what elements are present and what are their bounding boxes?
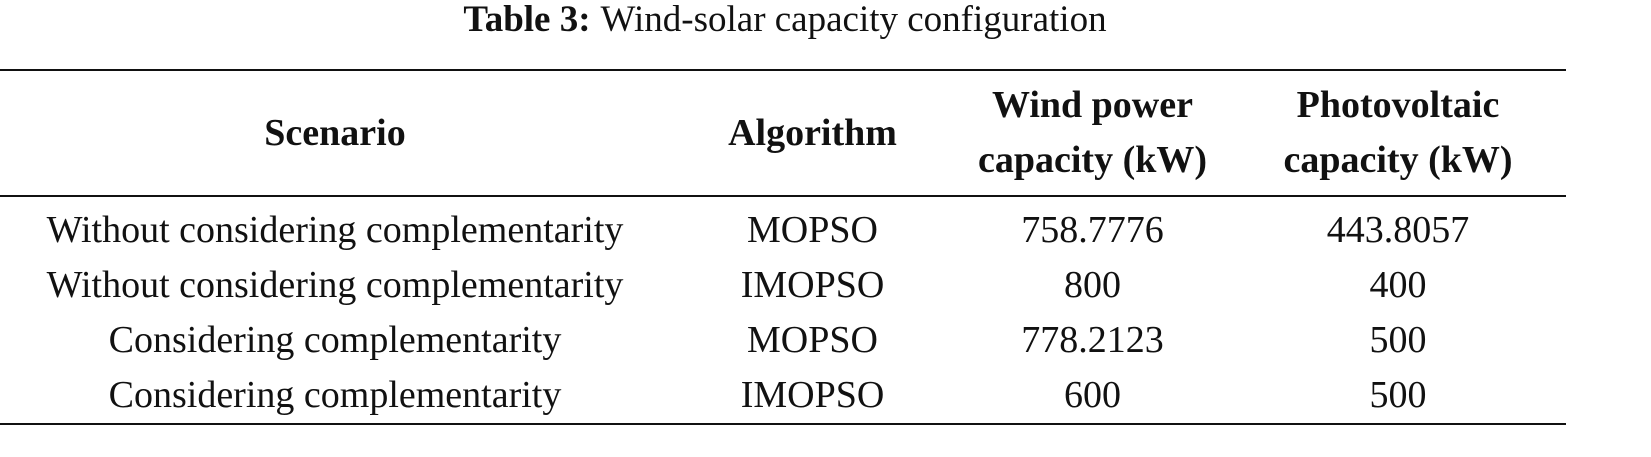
header-cell: Algorithm [670, 70, 955, 196]
table-cell: 778.2123 [1021, 319, 1164, 361]
table-cell: Considering complementarity [108, 374, 562, 416]
table-row: Considering complementarity IMOPSO 600 500 [0, 368, 1566, 424]
header-text: Algorithm [728, 111, 897, 154]
caption-text: Wind-solar capacity configuration [600, 0, 1107, 40]
table-cell: MOPSO [747, 319, 878, 361]
table-cell: Without considering complementarity [46, 209, 624, 251]
header-cell: Wind power capacity (kW) [955, 70, 1230, 196]
table-cell: MOPSO [747, 209, 878, 251]
caption-label: Table 3: [463, 0, 591, 40]
table-cell: Considering complementarity [108, 319, 562, 361]
table-cell: IMOPSO [740, 374, 885, 416]
table-cell: 500 [1369, 374, 1427, 416]
table: Scenario Algorithm Wind power capacity (kW)… [0, 69, 1566, 425]
header-text: capacity (kW) [977, 139, 1208, 181]
caption: Table 3: Wind-solar capacity configuratio… [0, 0, 1570, 40]
table-cell: Without considering complementarity [46, 264, 624, 306]
header-text: Photovoltaic [1296, 84, 1500, 126]
header-cell: Photovoltaic capacity (kW) [1230, 70, 1566, 196]
header-cell: Scenario [0, 70, 670, 196]
header-text: Wind power [992, 84, 1193, 126]
table-cell: 800 [1064, 264, 1121, 306]
table-row: Considering complementarity MOPSO 778.2123… [0, 313, 1566, 368]
table-cell: 500 [1369, 319, 1427, 361]
header-row: Scenario Algorithm Wind power capacity (kW)… [0, 70, 1566, 196]
table-row: Without considering complementarity MOPSO… [0, 196, 1566, 258]
table-cell: 600 [1064, 374, 1121, 416]
table-cell: IMOPSO [740, 264, 885, 306]
table-cell: 400 [1369, 264, 1427, 306]
table-body: Without considering complementarity MOPSO… [0, 196, 1566, 424]
table-cell: 758.7776 [1021, 209, 1164, 251]
header-text: Scenario [264, 111, 406, 154]
header-text: capacity (kW) [1283, 139, 1513, 181]
table-cell: 443.8057 [1326, 209, 1470, 251]
table-row: Without considering complementarity IMOPS… [0, 258, 1566, 313]
